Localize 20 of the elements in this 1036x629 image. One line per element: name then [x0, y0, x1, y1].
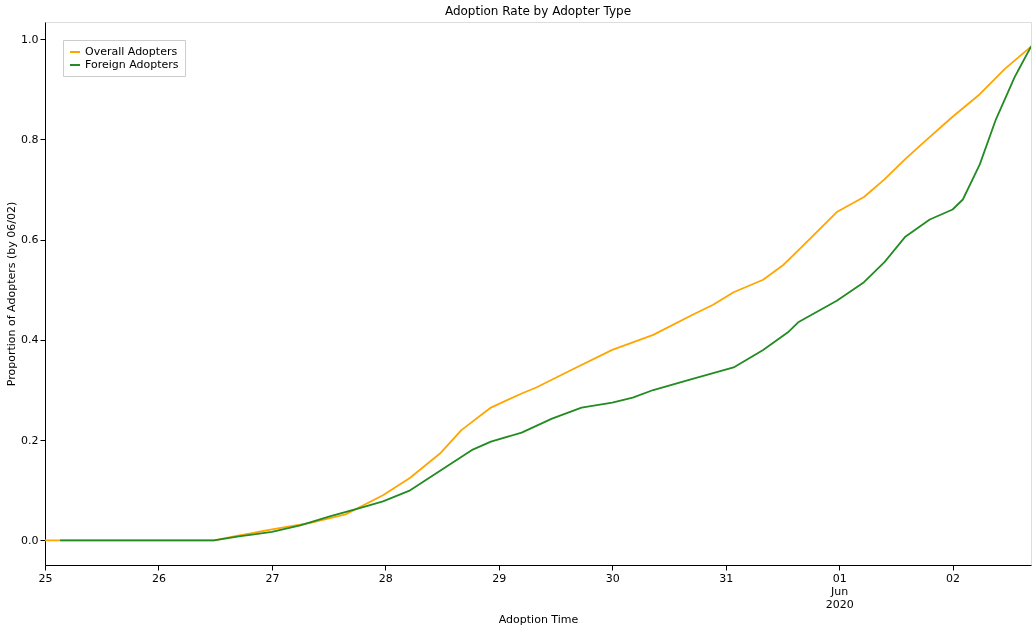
x-tick-label: 28: [378, 571, 393, 585]
x-tick-label: 29: [492, 571, 507, 585]
x-tick-label: 02: [946, 571, 961, 585]
y-tick-label: 0.8: [21, 132, 39, 146]
x-tick-label: 01 Jun 2020: [825, 571, 854, 611]
legend-label: Foreign Adopters: [85, 58, 179, 71]
x-axis-title: Adoption Time: [498, 612, 579, 626]
x-tick-label: 27: [265, 571, 280, 585]
legend-label: Overall Adopters: [85, 45, 178, 58]
x-tick-label: 26: [151, 571, 166, 585]
chart-title: Adoption Rate by Adopter Type: [444, 4, 632, 18]
y-tick-label: 0.2: [21, 433, 39, 447]
x-tick-label: 30: [605, 571, 620, 585]
x-tick-label: 25: [38, 571, 53, 585]
y-tick-label: 0.4: [21, 333, 39, 347]
x-tick-label: 31: [719, 571, 734, 585]
y-tick-label: 0.6: [21, 233, 39, 247]
y-tick-label: 1.0: [21, 32, 39, 46]
y-tick-label: 0.0: [21, 533, 39, 547]
y-axis-title: Proportion of Adopters (by 06/02): [5, 201, 19, 387]
